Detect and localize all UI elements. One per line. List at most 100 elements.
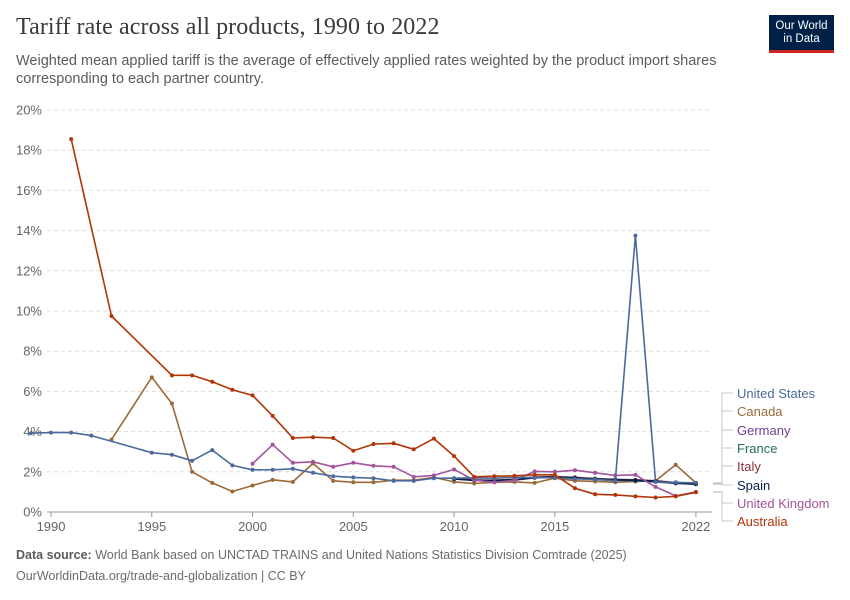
data-point-united-states xyxy=(230,463,235,468)
data-point-united-kingdom xyxy=(270,442,275,447)
data-point-united-states xyxy=(210,448,215,453)
data-point-united-states xyxy=(391,478,396,483)
x-tick-label: 2010 xyxy=(440,519,469,534)
chart-subtitle: Weighted mean applied tariff is the aver… xyxy=(16,53,717,87)
data-point-australia xyxy=(431,436,436,441)
data-point-australia xyxy=(633,494,638,499)
data-point-united-kingdom xyxy=(633,472,638,477)
data-point-australia xyxy=(109,314,114,319)
data-point-united-states xyxy=(431,476,436,481)
y-tick-label: 10% xyxy=(16,304,42,319)
legend-label-france: France xyxy=(737,441,777,456)
x-tick-label: 1990 xyxy=(37,519,66,534)
y-tick-label: 20% xyxy=(16,103,42,118)
y-tick-label: 8% xyxy=(23,344,42,359)
data-point-united-states xyxy=(673,480,678,485)
legend-label-united-states: United States xyxy=(737,386,816,401)
data-point-australia xyxy=(69,137,74,142)
data-point-canada xyxy=(331,478,336,483)
source-text: World Bank based on UNCTAD TRAINS and Un… xyxy=(95,548,627,562)
y-tick-label: 18% xyxy=(16,143,42,158)
legend-connector-united-states xyxy=(713,392,733,484)
data-point-australia xyxy=(391,441,396,446)
data-point-united-states xyxy=(411,478,416,483)
legend-connector-germany xyxy=(713,429,733,485)
data-point-australia xyxy=(371,442,376,447)
data-point-canada xyxy=(351,480,356,485)
data-point-united-kingdom xyxy=(351,460,356,465)
data-point-australia xyxy=(593,492,598,497)
data-point-spain xyxy=(633,478,638,483)
data-point-australia xyxy=(532,472,537,477)
data-point-united-kingdom xyxy=(391,464,396,469)
legend-connector-italy xyxy=(713,465,733,484)
data-point-canada xyxy=(472,481,477,486)
data-point-united-states xyxy=(311,470,315,475)
y-tick-label: 2% xyxy=(23,464,42,479)
data-point-united-kingdom xyxy=(593,470,598,475)
data-point-australia xyxy=(230,387,235,392)
data-point-united-states xyxy=(250,467,255,472)
data-point-australia xyxy=(653,495,658,500)
data-point-australia xyxy=(331,436,336,441)
data-point-united-kingdom xyxy=(552,469,557,474)
url-license[interactable]: OurWorldinData.org/trade-and-globalizati… xyxy=(16,569,306,583)
data-point-united-states xyxy=(290,466,295,471)
data-point-united-kingdom xyxy=(512,478,517,483)
logo-line-2: in Data xyxy=(783,33,820,45)
series-united-kingdom xyxy=(250,442,698,498)
data-point-united-states xyxy=(552,475,557,480)
data-point-united-states xyxy=(331,474,336,479)
data-point-united-states xyxy=(69,430,74,435)
legend-connector-canada xyxy=(713,410,733,484)
data-point-united-states xyxy=(693,480,698,485)
legend-label-germany: Germany xyxy=(737,423,791,438)
owid-logo[interactable]: Our World in Data xyxy=(769,15,834,53)
legend-connector-spain xyxy=(713,483,733,486)
data-point-australia xyxy=(512,473,517,478)
data-point-united-states xyxy=(653,479,658,484)
data-point-united-kingdom xyxy=(431,473,436,478)
chart-title: Tariff rate across all products, 1990 to… xyxy=(16,14,440,40)
data-point-australia xyxy=(411,447,416,452)
data-point-australia xyxy=(250,393,255,398)
data-point-united-states xyxy=(149,450,154,455)
data-point-united-kingdom xyxy=(653,484,658,489)
data-point-australia xyxy=(311,435,315,440)
data-point-australia xyxy=(210,379,215,384)
data-point-united-states xyxy=(190,458,195,463)
y-tick-label: 16% xyxy=(16,183,42,198)
y-tick-label: 4% xyxy=(23,424,42,439)
data-point-canada xyxy=(149,375,154,380)
legend-label-australia: Australia xyxy=(737,514,788,529)
legend-connector-australia xyxy=(713,491,733,522)
data-point-united-kingdom xyxy=(452,467,457,472)
series-line-united-kingdom xyxy=(251,443,697,497)
data-point-canada xyxy=(452,479,457,484)
x-tick-label: 2015 xyxy=(540,519,569,534)
data-point-canada xyxy=(210,480,215,485)
data-point-australia xyxy=(190,373,195,378)
x-tick-label: 2000 xyxy=(238,519,267,534)
data-point-united-states xyxy=(351,475,356,480)
data-point-united-kingdom xyxy=(371,463,376,468)
data-point-united-states xyxy=(169,452,174,457)
data-point-australia xyxy=(673,494,678,499)
data-point-canada xyxy=(673,462,678,467)
data-point-united-kingdom xyxy=(411,474,416,479)
logo-line-1: Our World xyxy=(775,20,828,32)
data-point-united-kingdom xyxy=(532,469,537,474)
data-point-australia xyxy=(452,454,457,459)
data-point-united-kingdom xyxy=(492,480,497,485)
legend-label-canada: Canada xyxy=(737,404,783,419)
data-point-australia xyxy=(552,472,557,477)
data-point-australia xyxy=(169,373,174,378)
data-point-united-kingdom xyxy=(250,461,255,466)
legend-label-united-kingdom: United Kingdom xyxy=(737,496,830,511)
x-tick-label: 2022 xyxy=(681,519,710,534)
data-point-australia xyxy=(693,490,698,495)
legend-label-italy: Italy xyxy=(737,459,761,474)
data-point-united-states xyxy=(633,233,638,238)
data-point-canada xyxy=(290,479,295,484)
series-australia xyxy=(69,137,698,500)
